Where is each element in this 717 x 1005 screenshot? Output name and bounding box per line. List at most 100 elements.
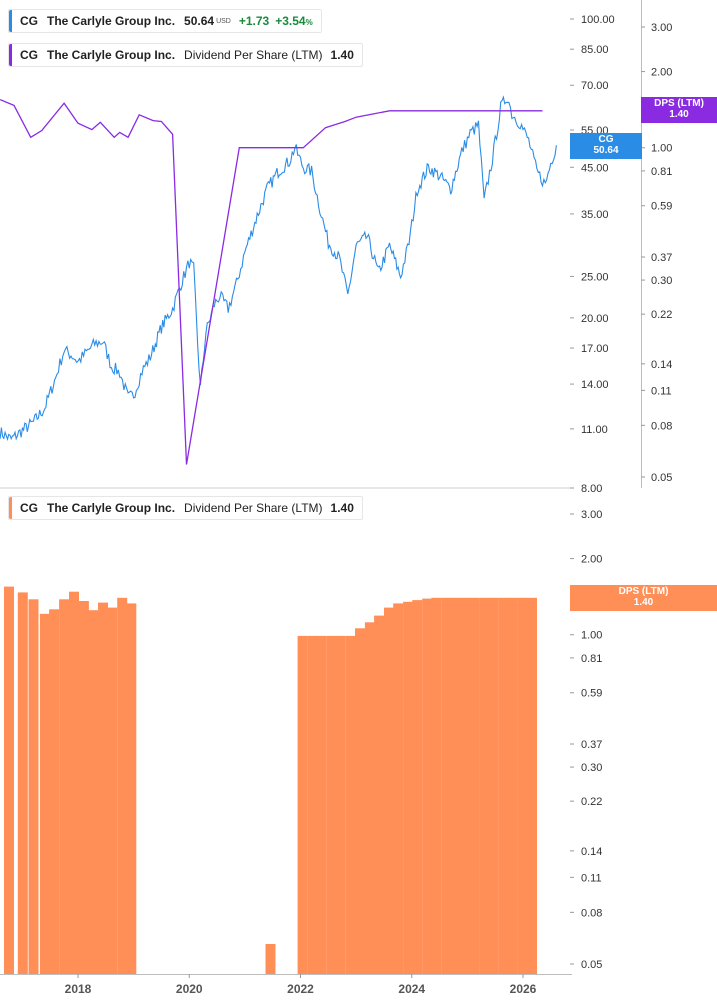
dps-top-tag-value: 1.40 — [669, 109, 689, 120]
dps-bar-35 — [498, 597, 509, 974]
legend-dps-top-value: 1.40 — [330, 48, 354, 62]
dps-top-value-tag: DPS (LTM) 1.40 — [641, 97, 717, 123]
legend-price-ticker: CG — [20, 14, 38, 28]
dps-bar-22 — [374, 615, 385, 974]
price-value-tag: CG 50.64 — [570, 133, 642, 159]
x-axis-label-2018: 2018 — [65, 982, 92, 996]
legend-dps-top-swatch — [9, 44, 12, 66]
dps-bar-38 — [527, 597, 537, 974]
dps-bar-19 — [345, 635, 356, 974]
dps-bar-23 — [384, 607, 394, 974]
dps-bar-3 — [39, 613, 50, 974]
dps-bar-5 — [59, 599, 70, 974]
dps-bar-21 — [364, 622, 375, 974]
dps-bar-34 — [488, 597, 499, 974]
dps-bar-2 — [28, 599, 39, 974]
dps-axis-label-0: 3.00 — [651, 22, 672, 34]
legend-price-pct-value: +3.54 — [275, 14, 306, 28]
price-tag-label: CG — [598, 134, 614, 145]
dps-bar-30 — [450, 597, 461, 974]
dps-bottom-value-tag: DPS (LTM) 1.40 — [570, 585, 717, 611]
dps-axis-label-3: 0.81 — [651, 166, 672, 178]
dps-series-line — [0, 99, 543, 465]
legend-price-value: 50.64 — [184, 14, 215, 28]
legend-dps-bottom-company: The Carlyle Group Inc. — [47, 501, 176, 515]
legend-dps-bottom[interactable]: CG The Carlyle Group Inc. Dividend Per S… — [8, 496, 363, 520]
price-axis-label-10: 11.00 — [581, 424, 608, 436]
price-axis-label-5: 35.00 — [581, 209, 609, 221]
x-axis-label-2020: 2020 — [176, 982, 203, 996]
legend-dps-bottom-ticker: CG — [20, 501, 38, 515]
dps-bar-27 — [422, 598, 433, 974]
dps-bar-1 — [17, 592, 28, 974]
dps-bar-16 — [316, 635, 327, 974]
price-axis-label-11: 8.00 — [581, 483, 602, 495]
dps-bar-32 — [469, 597, 480, 974]
legend-dps-bottom-value: 1.40 — [330, 501, 354, 515]
dps-bar-7 — [78, 601, 89, 974]
x-axis-label-2022: 2022 — [287, 982, 314, 996]
x-axis-label-2026: 2026 — [510, 982, 537, 996]
dps-bar-37 — [517, 597, 528, 974]
price-axis-label-1: 85.00 — [581, 44, 609, 56]
legend-price[interactable]: CG The Carlyle Group Inc. 50.64 USD +1.7… — [8, 9, 322, 33]
dps-bar-15 — [307, 635, 318, 974]
dps-bar-24 — [393, 603, 404, 974]
dps-bar-12 — [126, 603, 137, 974]
bottom-axis-label-2: 1.00 — [581, 630, 602, 642]
price-axis-label-6: 25.00 — [581, 271, 609, 283]
legend-price-pct-sign: % — [305, 18, 313, 27]
bottom-axis-label-6: 0.30 — [581, 762, 602, 774]
dps-axis-label-6: 0.30 — [651, 275, 672, 287]
dps-bar-25 — [403, 601, 414, 974]
price-axis-label-4: 45.00 — [581, 162, 609, 174]
dps-bar-14 — [297, 635, 308, 974]
dps-bottom-tag-value: 1.40 — [633, 597, 654, 608]
legend-dps-bottom-swatch — [9, 497, 12, 519]
legend-dps-top-company: The Carlyle Group Inc. — [47, 48, 176, 62]
price-axis-label-0: 100.00 — [581, 14, 615, 26]
dps-axis-label-2: 1.00 — [651, 143, 672, 155]
dps-axis-label-11: 0.05 — [651, 472, 672, 484]
dps-top-tag-label: DPS (LTM) — [654, 98, 704, 109]
price-axis-label-8: 17.00 — [581, 343, 609, 355]
dps-bar-0 — [4, 586, 14, 974]
dps-bar-28 — [431, 597, 442, 974]
dps-bar-17 — [326, 635, 337, 974]
legend-price-company: The Carlyle Group Inc. — [47, 14, 176, 28]
bottom-axis-label-5: 0.37 — [581, 739, 602, 751]
dps-axis-label-5: 0.37 — [651, 252, 672, 264]
legend-dps-top-ticker: CG — [20, 48, 38, 62]
dps-bar-10 — [107, 607, 118, 974]
bottom-axis-label-9: 0.11 — [581, 872, 602, 884]
price-axis-label-9: 14.00 — [581, 379, 609, 391]
dps-bar-36 — [507, 597, 518, 974]
dps-axis-label-7: 0.22 — [651, 309, 672, 321]
x-axis-label-2024: 2024 — [398, 982, 425, 996]
dps-bar-20 — [355, 628, 365, 974]
legend-dps-top[interactable]: CG The Carlyle Group Inc. Dividend Per S… — [8, 43, 363, 67]
legend-price-change: +1.73 — [238, 14, 270, 28]
dps-bar-11 — [117, 597, 128, 974]
dps-axis-label-9: 0.11 — [651, 385, 672, 397]
bottom-axis-label-7: 0.22 — [581, 796, 602, 808]
dps-bar-26 — [412, 600, 423, 974]
price-axis-label-2: 70.00 — [581, 80, 609, 92]
dps-bar-13 — [265, 944, 276, 974]
dps-bottom-tag-label: DPS (LTM) — [618, 586, 669, 597]
dps-bar-4 — [49, 609, 60, 974]
dps-bar-6 — [69, 591, 79, 974]
legend-price-change-pct: +3.54% — [275, 14, 313, 28]
bottom-axis-label-4: 0.59 — [581, 688, 602, 700]
bottom-axis-label-3: 0.81 — [581, 653, 602, 665]
dps-bar-33 — [479, 597, 490, 974]
dps-axis-label-10: 0.08 — [651, 420, 672, 432]
dps-axis-label-4: 0.59 — [651, 201, 672, 213]
price-axis-label-7: 20.00 — [581, 313, 609, 325]
bottom-axis-label-1: 2.00 — [581, 554, 602, 566]
bottom-axis-label-8: 0.14 — [581, 846, 602, 858]
dps-axis-label-8: 0.14 — [651, 359, 672, 371]
dps-bar-31 — [460, 597, 471, 974]
dps-bar-8 — [88, 610, 99, 974]
